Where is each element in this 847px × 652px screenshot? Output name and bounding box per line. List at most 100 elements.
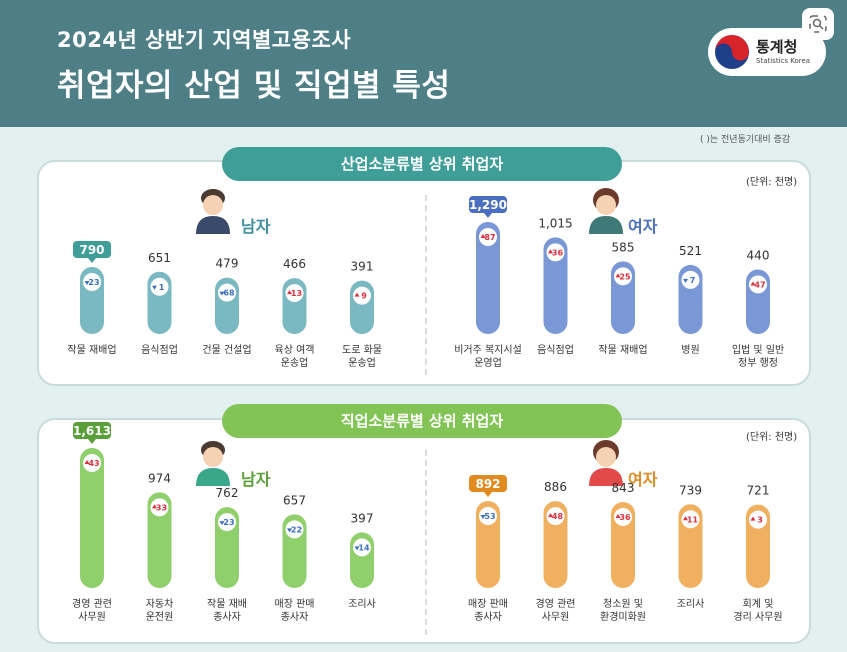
category-label: 경리 사무원 — [733, 610, 782, 623]
bar-value-label: 843 — [612, 481, 635, 495]
category-label: 육상 여객 — [275, 344, 315, 356]
occupation-unit: (단위: 천명) — [746, 432, 798, 443]
category-label: 경영 관련 — [536, 597, 576, 610]
arrow-up-icon — [750, 516, 756, 521]
change-value: 87 — [484, 233, 495, 242]
change-badge — [614, 267, 632, 286]
category-label: 운전원 — [146, 611, 174, 623]
bar-value-label: 521 — [679, 244, 702, 258]
occupation-section-title: 직업소분류별 상위 취업자 — [222, 404, 622, 438]
arrow-down-icon — [84, 281, 90, 285]
industry-unit: (단위: 천명) — [746, 177, 798, 188]
bar-value-label: 397 — [351, 511, 374, 525]
category-label: 환경미화원 — [600, 610, 646, 623]
category-label: 운송업 — [348, 356, 376, 369]
bar-value-label: 391 — [351, 260, 374, 274]
change-badge — [83, 273, 101, 291]
change-badge — [479, 228, 497, 246]
woman-icon — [589, 440, 623, 486]
arrow-down-icon — [219, 291, 225, 296]
bar — [543, 237, 568, 334]
category-label: 사무원 — [542, 611, 570, 623]
face-shape — [596, 447, 616, 467]
torso-shape — [589, 216, 623, 234]
man-icon — [196, 189, 230, 234]
change-badge — [218, 283, 236, 302]
change-value: 36 — [619, 513, 631, 522]
value-tag-box — [73, 422, 111, 439]
category-label: 운영업 — [474, 356, 502, 369]
change-badge — [546, 243, 565, 262]
arrow-up-icon — [480, 234, 486, 238]
face-shape — [596, 195, 616, 215]
change-badge — [749, 510, 767, 529]
change-value: 11 — [687, 515, 699, 524]
category-label: 종사자 — [213, 611, 241, 623]
bar-value-label: 1,015 — [538, 216, 572, 230]
category-label: 음식점업 — [537, 343, 574, 356]
arrow-up-icon — [750, 281, 756, 286]
arrow-up-icon — [548, 249, 553, 254]
change-value: 22 — [291, 525, 302, 534]
change-value: 36 — [552, 248, 564, 257]
value-tag-pointer — [484, 492, 492, 497]
arrow-down-icon — [683, 278, 688, 283]
change-value: 53 — [484, 512, 495, 521]
bar-value-label: 721 — [747, 484, 770, 498]
change-badge — [150, 277, 169, 296]
bar-value-label: 440 — [747, 248, 770, 262]
category-label: 도로 화물 — [342, 344, 382, 356]
bar-value-label: 585 — [612, 240, 635, 254]
category-label: 작물 재배업 — [598, 343, 647, 356]
bar-value-label: 466 — [283, 257, 306, 271]
torso-shape — [196, 468, 230, 486]
lens-button[interactable] — [802, 8, 834, 40]
category-label: 자동차 — [146, 598, 174, 610]
change-value: 13 — [291, 289, 302, 298]
arrow-down-icon — [152, 285, 157, 290]
bar — [80, 448, 104, 588]
bar — [543, 501, 568, 588]
change-badge — [546, 507, 565, 526]
change-value: 23 — [223, 518, 234, 527]
value-tag-pointer — [88, 258, 96, 263]
bar-value-label: 479 — [216, 257, 239, 271]
woman-icon — [589, 188, 623, 234]
category-label: 청소원 및 — [603, 598, 643, 610]
arrow-up-icon — [615, 514, 621, 519]
bar-value-label: 739 — [679, 483, 702, 497]
arrow-up-icon — [615, 273, 621, 278]
change-badge — [285, 520, 304, 539]
face-shape — [203, 195, 223, 215]
bar — [147, 492, 172, 588]
arrow-up-icon — [683, 516, 688, 521]
bar-value-label: 762 — [216, 486, 239, 500]
logo-text: 통계청 — [756, 38, 798, 56]
change-value: 1 — [159, 283, 165, 292]
arrow-up-icon — [287, 290, 292, 295]
industry-female-label: 여자 — [628, 217, 658, 236]
change-badge — [285, 284, 304, 303]
value-tag-pointer — [88, 439, 96, 444]
category-label: 입법 및 일반 — [732, 343, 784, 356]
category-label: 작물 재배 — [207, 598, 247, 610]
occupation-male-label: 남자 — [241, 470, 271, 489]
bar-value-label: 974 — [148, 471, 171, 485]
arrow-up-icon — [548, 513, 553, 518]
logo-subtext: Statistics Korea — [756, 57, 811, 65]
value-tag-pointer — [484, 213, 492, 218]
arrow-up-icon — [84, 460, 90, 464]
change-badge — [353, 538, 371, 557]
category-label: 종사자 — [281, 611, 309, 623]
category-label: 건물 건설업 — [202, 343, 251, 356]
industry-section-title: 산업소분류별 상위 취업자 — [222, 147, 622, 181]
occupation-female-label: 여자 — [628, 470, 658, 489]
arrow-down-icon — [354, 546, 360, 551]
header-subtitle: 2024년 상반기 지역별고용조사 — [57, 28, 352, 52]
change-value: 68 — [223, 289, 235, 298]
bar — [476, 501, 500, 588]
change-badge — [681, 510, 700, 529]
torso-shape — [196, 216, 230, 234]
change-note: ( )는 전년동기대비 증감 — [700, 135, 791, 145]
